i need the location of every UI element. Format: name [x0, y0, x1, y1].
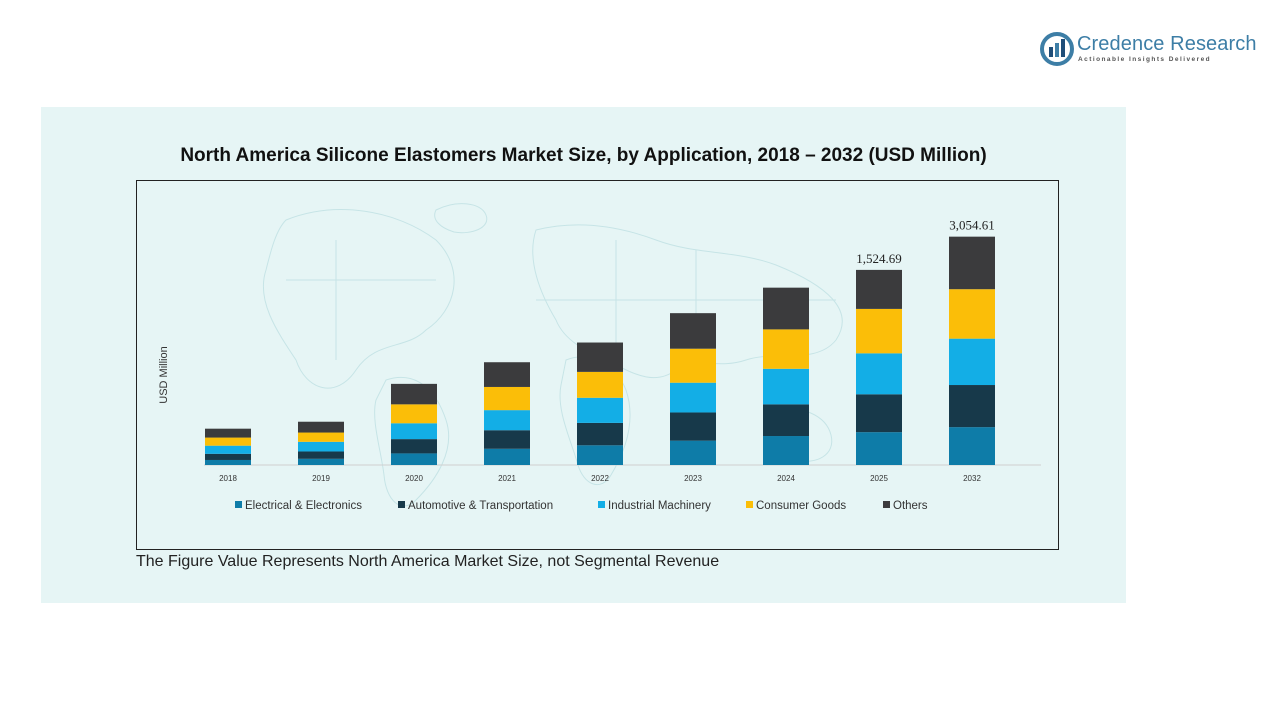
footnote: The Figure Value Represents North Americ… [136, 553, 720, 570]
bar-2018-series-0 [205, 459, 251, 465]
legend-label-0: Electrical & Electronics [245, 500, 362, 512]
x-tick-label: 2032 [963, 474, 981, 483]
bar-2021-series-2 [484, 410, 530, 431]
world-map-watermark [262, 203, 843, 507]
bar-2020-series-2 [391, 423, 437, 440]
bar-2022-series-4 [577, 342, 623, 372]
bar-2024-series-1 [763, 404, 809, 437]
bar-2021-series-4 [484, 362, 530, 387]
bar-2021-series-1 [484, 430, 530, 449]
data-label-2032: 3,054.61 [949, 218, 995, 233]
bar-2019-series-3 [298, 432, 344, 442]
data-labels: 1,524.69 3,054.61 [856, 218, 995, 266]
bar-2022-series-2 [577, 397, 623, 423]
legend-label-4: Others [893, 500, 928, 512]
bar-2025-series-3 [856, 308, 902, 354]
chart-title: North America Silicone Elastomers Market… [180, 145, 987, 166]
brand-logo: Credence Research Actionable Insights De… [1040, 30, 1260, 70]
bar-2032-series-1 [949, 385, 995, 428]
bars-group [205, 236, 995, 465]
brand-name: Credence Research [1077, 33, 1257, 55]
bar-2024-series-0 [763, 436, 809, 465]
bar-2032-series-4 [949, 236, 995, 290]
x-tick-label: 2018 [219, 474, 237, 483]
bar-2032-series-3 [949, 289, 995, 339]
legend-swatch-2 [598, 501, 605, 508]
x-tick-label: 2024 [777, 474, 795, 483]
bar-2024-series-2 [763, 368, 809, 405]
x-tick-label: 2025 [870, 474, 888, 483]
credence-logo-icon [1040, 32, 1074, 66]
legend-label-1: Automotive & Transportation [408, 500, 553, 512]
chart-frame [136, 180, 1059, 550]
bar-2019-series-1 [298, 451, 344, 459]
legend-swatch-4 [883, 501, 890, 508]
bar-2020-series-4 [391, 383, 437, 405]
data-label-2025: 1,524.69 [856, 251, 902, 266]
bar-2022-series-0 [577, 445, 623, 465]
bar-2032-series-2 [949, 338, 995, 386]
legend-swatch-3 [746, 501, 753, 508]
bar-2025-series-4 [856, 269, 902, 309]
bar-2020-series-3 [391, 404, 437, 424]
bar-2019-series-2 [298, 441, 344, 452]
bar-2024-series-4 [763, 287, 809, 330]
bar-2019-series-0 [298, 458, 344, 465]
bar-2018-series-2 [205, 445, 251, 454]
brand-tagline: Actionable Insights Delivered [1078, 56, 1212, 63]
bar-2018-series-3 [205, 437, 251, 446]
legend-label-2: Industrial Machinery [608, 500, 711, 512]
bar-2024-series-3 [763, 329, 809, 369]
x-tick-label: 2020 [405, 474, 423, 483]
bar-2032-series-0 [949, 427, 995, 465]
x-tick-labels: 2018 2019 2020 2021 2022 2023 2024 2025 2032 [219, 474, 981, 483]
bar-2023-series-0 [670, 440, 716, 465]
x-tick-label: 2022 [591, 474, 609, 483]
y-axis-label: USD Million [158, 346, 170, 403]
chart-area: USD Million 2018 2019 2020 2021 2022 2023 2024… [158, 203, 1041, 512]
x-tick-label: 2019 [312, 474, 330, 483]
bar-2020-series-0 [391, 453, 437, 465]
legend-swatch-1 [398, 501, 405, 508]
x-tick-label: 2021 [498, 474, 516, 483]
bar-2021-series-3 [484, 386, 530, 411]
bar-2023-series-4 [670, 313, 716, 349]
bar-2025-series-1 [856, 394, 902, 433]
bar-2022-series-3 [577, 371, 623, 398]
bar-2021-series-0 [484, 448, 530, 465]
bar-2019-series-4 [298, 421, 344, 433]
bar-2018-series-1 [205, 453, 251, 460]
bar-2025-series-2 [856, 353, 902, 395]
legend: Electrical & Electronics Automotive & Tra… [235, 500, 928, 512]
bar-2020-series-1 [391, 439, 437, 454]
legend-swatch-0 [235, 501, 242, 508]
legend-label-3: Consumer Goods [756, 500, 846, 512]
bar-2023-series-2 [670, 382, 716, 413]
bar-2025-series-0 [856, 432, 902, 465]
x-tick-label: 2023 [684, 474, 702, 483]
bar-2018-series-4 [205, 428, 251, 438]
bar-2022-series-1 [577, 422, 623, 446]
bar-2023-series-1 [670, 412, 716, 441]
bar-2023-series-3 [670, 348, 716, 383]
